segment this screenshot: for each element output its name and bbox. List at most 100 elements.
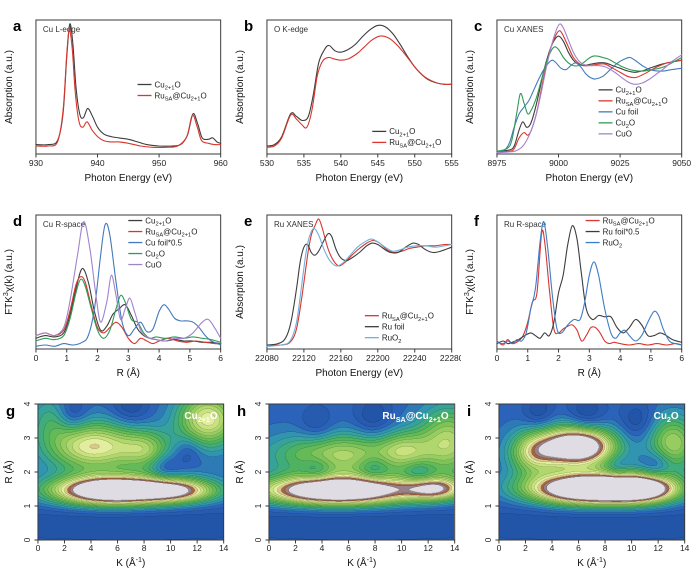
panel-d-legend-label-2: Cu foil*0.5: [145, 238, 182, 247]
panel-d-xtick-1: 1: [64, 353, 69, 363]
panel-a-series-1: [35, 28, 222, 148]
panel-f-ylabel: FTK3χ(k) (a.u.): [463, 249, 477, 315]
panel-c-ylabel: Absorption (a.u.): [465, 50, 476, 124]
panel-d-ylabel: FTK3χ(k) (a.u.): [1, 249, 15, 315]
panel-e-legend-label-2: RuO2: [381, 333, 401, 344]
panel-i-corner-label: Cu2O: [654, 411, 679, 424]
panel-f-xtick-4: 4: [618, 353, 623, 363]
panel-i-ylabel: R (Å): [463, 460, 476, 483]
panel-h-xtick-8: 8: [372, 543, 377, 553]
panel-f-xtick-2: 2: [556, 353, 561, 363]
panel-h-xtick-6: 6: [346, 543, 351, 553]
panel-g-xtick-2: 2: [62, 543, 67, 553]
panel-a-xtick-950: 950: [152, 158, 166, 168]
panel-h-ytick-0: 0: [253, 537, 263, 542]
panel-b-series-1: [266, 35, 452, 148]
panel-c: 8975 9000 9025 9050 Photon Energy (eV) Absorp…: [461, 0, 692, 195]
panel-g-xtick-0: 0: [36, 543, 41, 553]
panel-letter-e: e: [244, 213, 252, 230]
panel-b-series-0: [266, 24, 452, 147]
panel-d: 0 1 2 3 4 5 6 R (Å) FTK3χ(k) (a.u.) d Cu R-space Cu…: [0, 195, 231, 390]
panel-a-legend-label-1: RuSA@Cu2+1O: [155, 91, 207, 102]
panel-f-legend-label-1: Ru foil*0.5: [603, 227, 640, 236]
panel-c-xtick-9050: 9050: [673, 158, 692, 168]
panel-f-xtick-6: 6: [680, 353, 685, 363]
panel-f: 0 1 2 3 4 5 6 R (Å) FTK3χ(k) (a.u.) f Ru R-space Ru…: [461, 195, 692, 390]
panel-d-legend-label-3: Cu2O: [145, 249, 165, 260]
panel-d-series-4: [35, 221, 222, 342]
panel-d-xtick-6: 6: [218, 353, 223, 363]
panel-e-chart: 22080 22120 22160 22200 22240 22280 Photon Ene…: [235, 213, 462, 379]
panel-c-chart: 8975 9000 9025 9050 Photon Energy (eV) Absorp…: [465, 18, 692, 184]
panel-e: 22080 22120 22160 22200 22240 22280 Photon Ene…: [231, 195, 462, 390]
panel-b-legend-label-1: RuSA@Cu2+1O: [389, 138, 441, 149]
panel-i-xtick-8: 8: [603, 543, 608, 553]
panel-c-series-1: [496, 30, 683, 153]
panel-d-chart: 0 1 2 3 4 5 6 R (Å) FTK3χ(k) (a.u.) d Cu R-space Cu…: [1, 213, 223, 379]
panel-d-legend-label-4: CuO: [145, 260, 161, 269]
panel-i-ytick-3: 3: [483, 435, 493, 440]
panel-i-xtick-12: 12: [654, 543, 664, 553]
panel-h-xtick-10: 10: [397, 543, 407, 553]
panel-a-ylabel: Absorption (a.u.): [4, 50, 15, 124]
panel-f-legend-label-0: RuSA@Cu2+1O: [603, 216, 655, 227]
panel-h-ytick-3: 3: [253, 435, 263, 440]
panel-d-series-3: [35, 278, 222, 343]
panel-f-xtick-1: 1: [526, 353, 531, 363]
panel-c-series-3: [496, 46, 683, 152]
panel-c-series-0: [496, 35, 683, 152]
panel-g-ylabel: R (Å): [2, 460, 15, 483]
panel-e-legend-label-1: Ru foil: [381, 322, 404, 331]
panel-d-xtick-2: 2: [95, 353, 100, 363]
panel-d-series-0: [35, 268, 222, 345]
panel-e-legend-label-0: RuSA@Cu2+1O: [381, 311, 433, 322]
panel-i-xtick-4: 4: [550, 543, 555, 553]
panel-e-xtick-22120: 22120: [292, 353, 316, 363]
panel-g-plot-frame: [37, 403, 225, 541]
panel-d-xlabel: R (Å): [117, 366, 140, 379]
panel-i-xtick-14: 14: [680, 543, 690, 553]
panel-f-chart: 0 1 2 3 4 5 6 R (Å) FTK3χ(k) (a.u.) f Ru R-space Ru…: [463, 213, 685, 379]
panel-b-ylabel: Absorption (a.u.): [235, 50, 246, 124]
panel-f-xtick-5: 5: [649, 353, 654, 363]
panel-d-legend-label-0: Cu2+1O: [145, 216, 171, 227]
panel-h-plot-frame: [268, 403, 455, 541]
panel-c-plot-frame: [496, 19, 683, 155]
panel-i-xtick-6: 6: [577, 543, 582, 553]
panel-h-corner-label: RuSA@Cu2+1O: [382, 411, 449, 424]
panel-b-title: O K-edge: [274, 25, 309, 34]
panel-i-xtick-2: 2: [523, 543, 528, 553]
panel-f-xlabel: R (Å): [578, 366, 601, 379]
panel-h: 0 2 4 6 8 10 12 14 K (Å-1) R (Å) h 0 1 2 3 4 RuSA@Cu2+1O: [231, 390, 462, 575]
panel-e-ylabel: Absorption (a.u.): [235, 245, 246, 319]
panel-i-ytick-0: 0: [483, 537, 493, 542]
panel-b-plot-frame: [266, 19, 452, 155]
panel-a-xtick-930: 930: [29, 158, 43, 168]
panel-b: 530 535 540 545 550 555 Photon Energy (eV) Abso…: [231, 0, 462, 195]
panel-c-series-2: [496, 56, 683, 152]
panel-b-xtick-535: 535: [296, 158, 310, 168]
panel-g-xtick-10: 10: [166, 543, 176, 553]
panel-e-title: Ru XANES: [274, 220, 313, 229]
panel-a-xlabel: Photon Energy (eV): [84, 173, 172, 184]
panel-g-corner-label: Cu2+1O: [184, 411, 217, 424]
panel-a-series-0: [35, 23, 222, 147]
panel-a-legend-label-0: Cu2+1O: [155, 80, 181, 91]
panel-h-xtick-4: 4: [319, 543, 324, 553]
panel-b-xlabel: Photon Energy (eV): [315, 173, 403, 184]
panel-g-ytick-1: 1: [22, 503, 32, 508]
panel-b-chart: 530 535 540 545 550 555 Photon Energy (eV) Abso…: [235, 18, 459, 184]
panel-h-xtick-12: 12: [423, 543, 433, 553]
panel-g-xtick-12: 12: [192, 543, 202, 553]
panel-e-xtick-22160: 22160: [329, 353, 353, 363]
panel-g-xtick-6: 6: [115, 543, 120, 553]
panel-f-series-2: [496, 221, 683, 346]
panel-d-legend-label-1: RuSA@Cu2+1O: [145, 227, 197, 238]
panel-g-xtick-14: 14: [219, 543, 229, 553]
panel-b-xtick-545: 545: [370, 158, 384, 168]
panel-e-plot-frame: [266, 214, 452, 350]
panel-i-heatmap-canvas: [499, 404, 685, 540]
panel-a-title: Cu L-edge: [43, 25, 81, 34]
